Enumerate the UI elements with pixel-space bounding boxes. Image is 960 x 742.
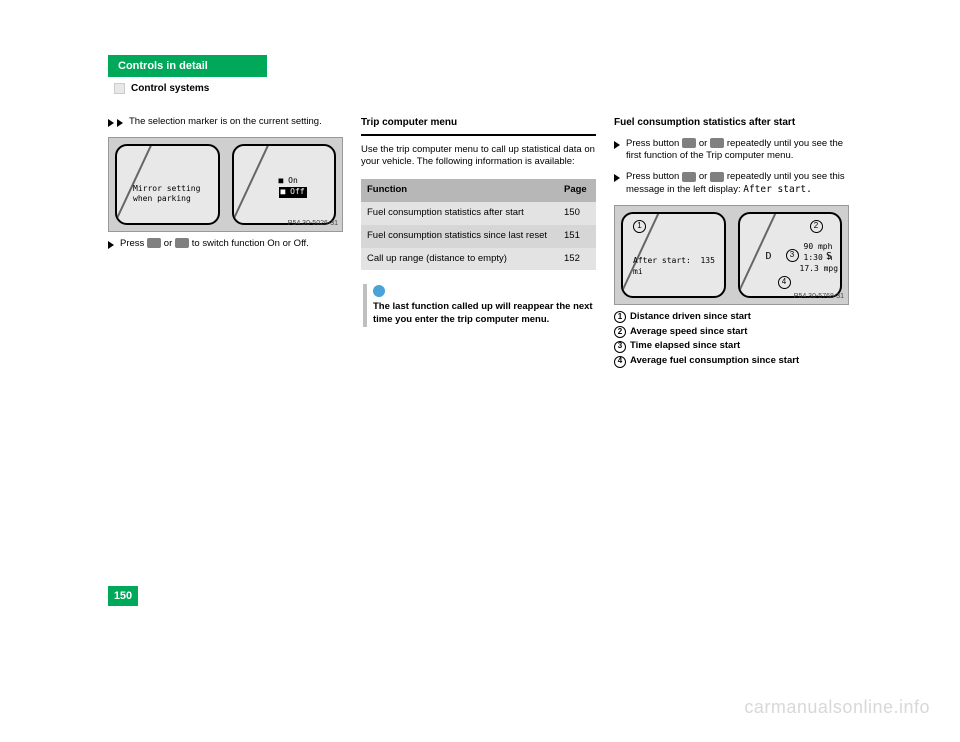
info-note: The last function called up will reappea…	[361, 282, 596, 329]
step-press-button-1: Press button or repeatedly until you see…	[614, 138, 849, 164]
step-text: Press or to switch function On or Off.	[120, 238, 309, 251]
step-text: Press button or repeatedly until you see…	[626, 171, 849, 197]
step-current-setting: The selection marker is on the current s…	[108, 116, 343, 129]
note-bar	[363, 284, 367, 327]
table-row: Call up range (distance to empty) 152	[361, 248, 596, 271]
step-switch-onoff: Press or to switch function On or Off.	[108, 238, 343, 251]
callout-4: 4	[778, 276, 791, 289]
table-row: Fuel consumption statistics after start …	[361, 202, 596, 225]
manual-page: Controls in detail Control systems The s…	[108, 55, 852, 615]
button-key-icon	[682, 172, 696, 182]
legend-4: 4Average fuel consumption since start	[614, 355, 849, 368]
column-2: Trip computer menu Use the trip computer…	[361, 116, 596, 370]
callout-1: 1	[633, 220, 646, 233]
diag-text: when parking	[133, 194, 191, 205]
note-text: The last function called up will reappea…	[373, 301, 594, 327]
trip-computer-heading: Trip computer menu	[361, 116, 596, 130]
column-1: The selection marker is on the current s…	[108, 116, 343, 370]
diagram-ref: P54.30-5768-31	[794, 292, 844, 301]
callout-2: 2	[810, 220, 823, 233]
diag-text: 17.3 mpg	[800, 264, 839, 275]
button-key-icon	[175, 238, 189, 248]
chapter-header: Controls in detail	[108, 55, 267, 77]
cell-page: 151	[558, 225, 596, 248]
button-key-icon	[147, 238, 161, 248]
diag-off-row: ■ Off	[279, 187, 307, 198]
cell-function: Fuel consumption statistics after start	[361, 202, 558, 225]
cell-page: 152	[558, 248, 596, 271]
heading-rule	[361, 134, 596, 136]
legend-2: 2Average speed since start	[614, 326, 849, 339]
mirror-setting-diagram: Mirror setting when parking ■ On ■ Off P…	[108, 137, 343, 232]
column-3: Fuel consumption statistics after start …	[614, 116, 849, 370]
section-subtitle: Control systems	[108, 83, 852, 94]
trip-intro: Use the trip computer menu to call up st…	[361, 144, 596, 170]
th-page: Page	[558, 179, 596, 202]
trip-computer-diagram: 1 After start: 135 mi 2 3 4 D S 90 mph 1…	[614, 205, 849, 305]
cell-function: Call up range (distance to empty)	[361, 248, 558, 271]
watermark: carmanualsonline.info	[744, 697, 930, 718]
th-function: Function	[361, 179, 558, 202]
section-marker	[114, 83, 125, 94]
step-text: Press button or repeatedly until you see…	[626, 138, 849, 164]
callout-3: 3	[786, 249, 799, 262]
function-table: Function Page Fuel consumption statistic…	[361, 179, 596, 270]
legend-3: 3Time elapsed since start	[614, 340, 849, 353]
info-icon	[373, 285, 385, 297]
diag-on-row: ■ On	[279, 176, 298, 187]
button-key-icon	[710, 172, 724, 182]
button-key-icon	[682, 138, 696, 148]
step-text: The selection marker is on the current s…	[129, 116, 322, 129]
fuel-stats-heading: Fuel consumption statistics after start	[614, 116, 849, 130]
diag-text: After start: 135 mi	[633, 256, 724, 278]
cell-page: 150	[558, 202, 596, 225]
button-key-icon	[710, 138, 724, 148]
cell-function: Fuel consumption statistics since last r…	[361, 225, 558, 248]
diagram-ref: P54.30-5026-31	[288, 219, 338, 228]
diag-d: D	[766, 250, 772, 264]
content-columns: The selection marker is on the current s…	[108, 116, 852, 370]
table-row: Fuel consumption statistics since last r…	[361, 225, 596, 248]
page-number: 150	[108, 586, 138, 606]
step-press-button-2: Press button or repeatedly until you see…	[614, 171, 849, 197]
diag-text: 1:30 h	[804, 253, 833, 264]
diag-text: 90 mph	[804, 242, 833, 253]
legend-1: 1Distance driven since start	[614, 311, 849, 324]
subtitle-text: Control systems	[131, 83, 209, 94]
